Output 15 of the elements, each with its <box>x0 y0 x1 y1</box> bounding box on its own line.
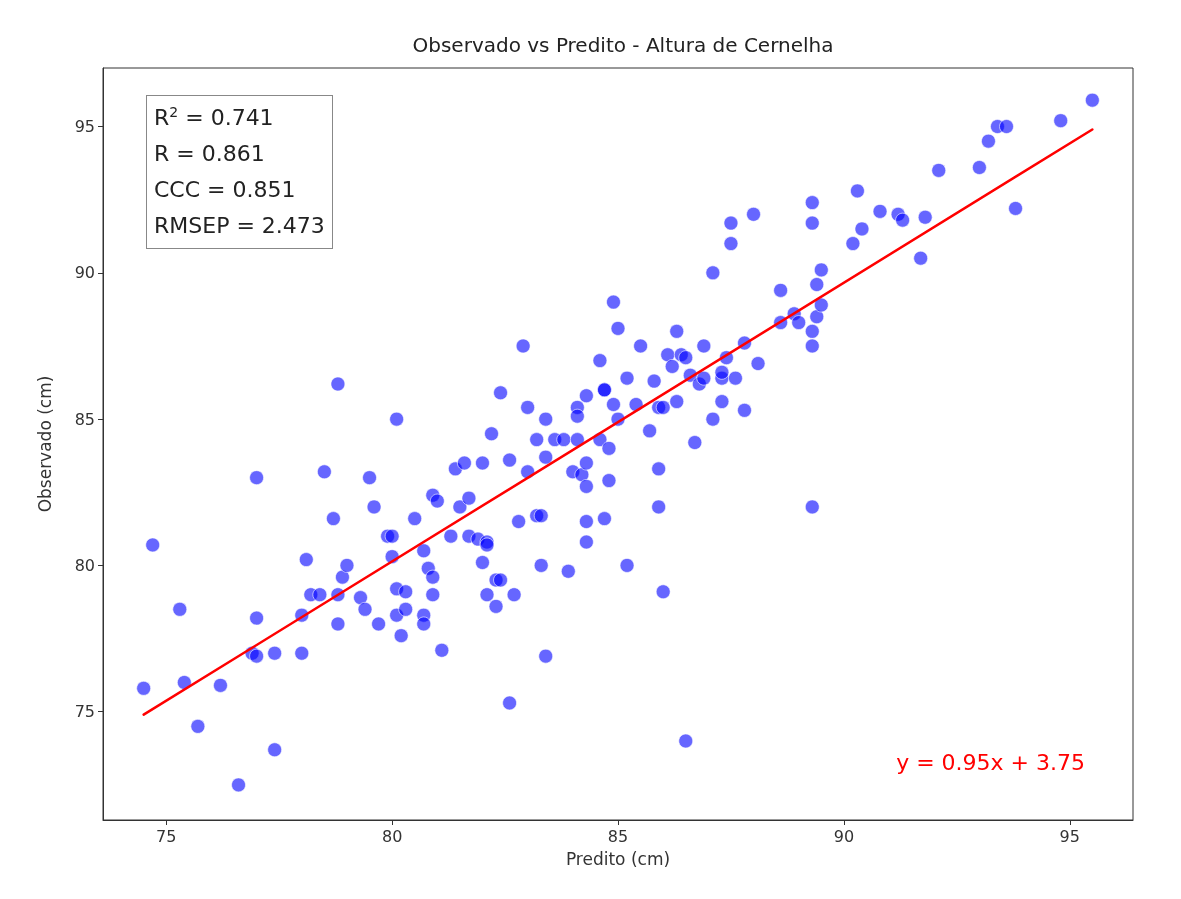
y-tick-label: 80 <box>74 555 95 575</box>
x-tick-label: 90 <box>833 826 855 846</box>
y-axis-title: Observado (cm) <box>34 375 55 513</box>
y-tick-label: 75 <box>74 702 95 722</box>
y-tick-label: 85 <box>74 409 95 429</box>
x-tick-label: 85 <box>607 826 629 846</box>
x-axis-title: Predito (cm) <box>565 848 671 869</box>
y-tick-label: 90 <box>74 263 95 283</box>
chart-title: Observado vs Predito - Altura de Cernelha <box>412 33 834 57</box>
annotation: R$^{2}$ = 0.741 R = 0.861 CCC = 0.851 RMSEP = 2.473 <box>154 102 325 240</box>
x-tick-label: 75 <box>156 826 177 846</box>
y-tick-label: 95 <box>74 117 95 137</box>
annotation: y = 0.95x + 3.75 <box>896 750 1085 775</box>
x-tick-label: 95 <box>1059 826 1080 846</box>
x-tick-label: 80 <box>381 826 403 846</box>
